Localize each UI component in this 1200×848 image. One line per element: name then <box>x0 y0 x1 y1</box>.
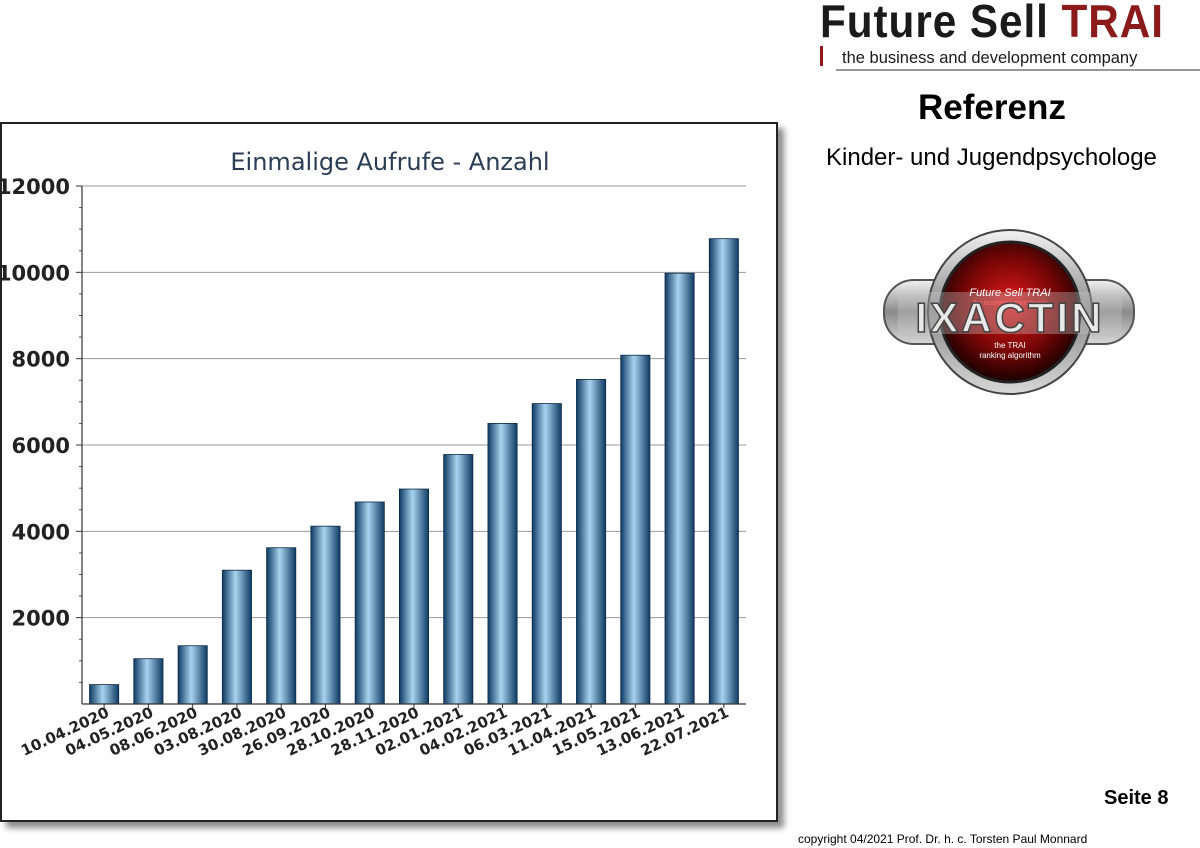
bar <box>133 658 164 705</box>
y-tick-label: 8000 <box>12 348 70 372</box>
bar <box>398 488 430 705</box>
logo-accent-bar <box>820 46 823 66</box>
page-number: Seite 8 <box>1104 787 1169 809</box>
bar <box>620 354 651 705</box>
ixactin-badge: Future Sell TRAI the business-community … <box>883 229 1135 395</box>
badge-line4: ranking algorithm <box>979 351 1041 360</box>
bar <box>531 403 562 705</box>
y-tick-label: 4000 <box>12 520 70 544</box>
bar <box>310 525 341 705</box>
bar-chart: Einmalige Aufrufe - Anzahl 2000 4000 6000 8… <box>2 148 746 760</box>
badge-line1: Future Sell TRAI <box>969 287 1050 299</box>
bar <box>177 645 208 705</box>
chart-title: Einmalige Aufrufe - Anzahl <box>230 148 549 176</box>
brand-logo: Future Sell TRAI the business and develo… <box>816 0 1200 72</box>
y-tick-label: 10000 <box>2 261 70 285</box>
logo-underline <box>836 69 1200 71</box>
y-tick-label: 2000 <box>12 607 70 631</box>
brand-tagline: the business and development company <box>842 49 1138 67</box>
page-subtitle: Kinder- und Jugendpsychologe <box>826 144 1157 171</box>
bar <box>576 378 607 705</box>
bar <box>708 238 739 705</box>
brand-name: Future Sell TRAI <box>820 0 1164 47</box>
bar <box>443 454 474 705</box>
page-title: Referenz <box>918 88 1066 127</box>
badge-line2: the business-community <box>972 300 1048 307</box>
bar <box>487 423 518 705</box>
badge-line3: the TRAI <box>994 341 1025 350</box>
copyright-notice: copyright 04/2021 Prof. Dr. h. c. Torste… <box>798 832 1088 846</box>
y-tick-label: 12000 <box>2 175 70 199</box>
bar <box>354 501 385 705</box>
badge-name: IXACTIN <box>916 294 1105 341</box>
y-tick-label: 6000 <box>12 434 70 458</box>
bar <box>664 272 695 705</box>
bar <box>221 569 252 705</box>
chart-frame: Einmalige Aufrufe - Anzahl 2000 4000 6000 8… <box>0 122 778 822</box>
bar <box>89 684 120 705</box>
bar <box>266 547 297 705</box>
